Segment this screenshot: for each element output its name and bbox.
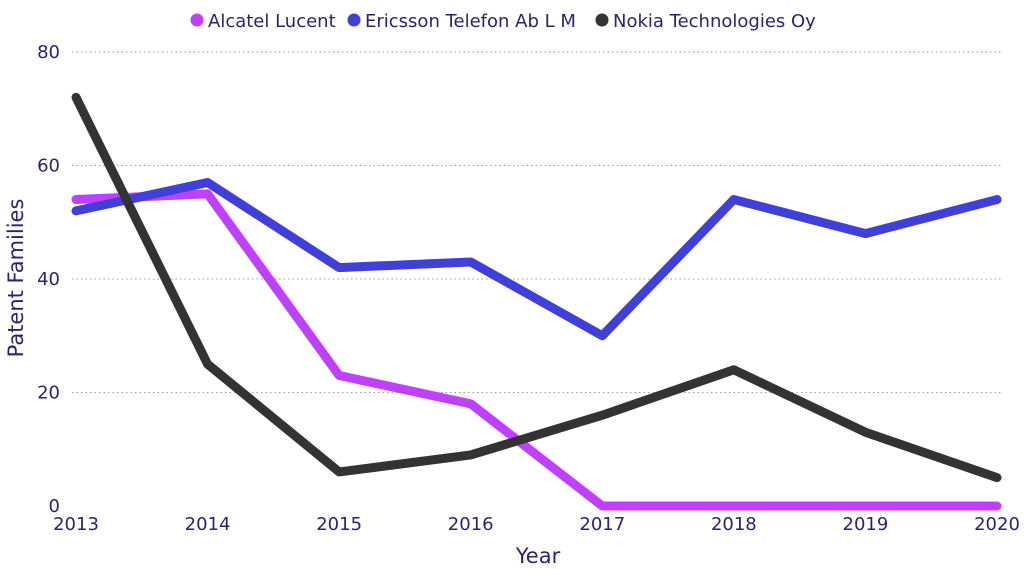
x-tick-label: 2017 bbox=[579, 514, 625, 535]
series-line-ericsson-telefon-ab-l-m bbox=[71, 178, 1002, 341]
legend-item[interactable]: Ericsson Telefon Ab L M bbox=[347, 11, 576, 32]
legend-marker bbox=[347, 13, 361, 27]
y-tick-label: 40 bbox=[37, 269, 60, 290]
x-axis-title: Year bbox=[515, 544, 561, 568]
x-tick-label: 2019 bbox=[843, 514, 889, 535]
legend-item[interactable]: Nokia Technologies Oy bbox=[595, 11, 817, 32]
x-tick-label: 2015 bbox=[316, 514, 362, 535]
legend-label: Nokia Technologies Oy bbox=[613, 11, 816, 32]
legend-label: Ericsson Telefon Ab L M bbox=[365, 11, 576, 32]
legend-marker bbox=[595, 13, 609, 27]
y-tick-label: 60 bbox=[37, 156, 60, 177]
gridlines bbox=[72, 51, 1001, 393]
y-axis-title: Patent Families bbox=[4, 199, 28, 358]
y-axis-ticks: 0 20 40 60 80 bbox=[37, 42, 60, 517]
y-tick-label: 20 bbox=[37, 383, 60, 404]
series-lines bbox=[71, 92, 1002, 511]
y-tick-label: 80 bbox=[37, 42, 60, 63]
x-tick-label: 2020 bbox=[974, 514, 1020, 535]
x-tick-label: 2014 bbox=[185, 514, 231, 535]
legend-label: Alcatel Lucent bbox=[208, 11, 336, 32]
legend-item[interactable]: Alcatel Lucent bbox=[190, 11, 336, 32]
x-axis-ticks: 2013 2014 2015 2016 2017 2018 2019 2020 bbox=[53, 514, 1020, 535]
series-line-nokia-technologies-oy bbox=[71, 92, 1002, 483]
y-tick-label: 0 bbox=[49, 496, 60, 517]
legend-marker bbox=[190, 13, 204, 27]
x-tick-label: 2018 bbox=[711, 514, 757, 535]
legend[interactable]: Alcatel Lucent Ericsson Telefon Ab L M Nok… bbox=[190, 11, 817, 32]
x-tick-label: 2013 bbox=[53, 514, 99, 535]
x-tick-label: 2016 bbox=[448, 514, 494, 535]
series-line-alcatel-lucent bbox=[71, 189, 1002, 511]
